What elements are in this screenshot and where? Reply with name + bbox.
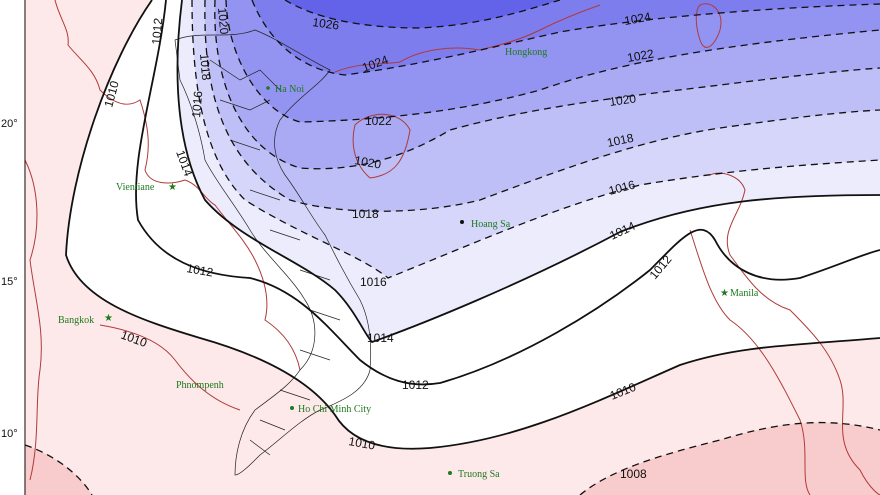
fill-1026 [285, 0, 560, 28]
label-1012: 1012 [402, 378, 429, 392]
label-1018: 1018 [606, 131, 635, 150]
isobar-1012 [135, 0, 880, 386]
city-marker [266, 86, 270, 90]
coastlines [24, 0, 880, 495]
city-hcmc: Ho Chi Minh City [298, 404, 371, 415]
axis-margin [0, 0, 24, 495]
label-1012: 1012 [185, 261, 214, 279]
label-1008: 1008 [620, 467, 647, 481]
isobar-labels: 1008 1010 1010 1010 1010 1012 1012 1012 … [101, 7, 674, 481]
label-1016: 1016 [607, 177, 637, 198]
city-marker [460, 220, 464, 224]
city-hanoi: Ha Noi [275, 84, 304, 95]
fill-below-1008-west [25, 445, 92, 495]
cities: Ha Noi Hongkong Vientiane ★ Hoang Sa ★ M… [58, 47, 759, 480]
city-hongkong: Hongkong [505, 47, 547, 58]
star-icon: ★ [168, 182, 177, 193]
label-1024: 1024 [623, 9, 652, 27]
isobar-1016 [191, 0, 880, 279]
star-icon: ★ [104, 313, 113, 324]
city-phnompenh: Phnompenh [176, 380, 224, 391]
label-1020: 1020 [608, 91, 637, 109]
isobar-1026 [284, 0, 561, 29]
city-hoangsa: Hoang Sa [471, 219, 511, 230]
isobar-lines [24, 0, 880, 495]
label-1010: 1010 [101, 79, 122, 109]
label-1010: 1010 [347, 434, 376, 452]
label-1026: 1026 [312, 15, 341, 33]
label-1018: 1018 [197, 53, 213, 81]
city-marker [290, 406, 294, 410]
label-1022: 1022 [626, 46, 655, 64]
isobar-1020 [214, 0, 880, 170]
vietnam-provinces [174, 29, 372, 476]
label-1014: 1014 [367, 331, 394, 345]
isobar-1022 [225, 0, 880, 123]
label-1022: 1022 [365, 114, 392, 128]
label-1016: 1016 [360, 275, 387, 289]
label-1012: 1012 [149, 17, 165, 45]
lat-label-20: 20° [1, 118, 18, 130]
isobar-1008 [579, 421, 880, 495]
isobar-1024 [251, 0, 880, 76]
star-icon: ★ [720, 288, 729, 299]
city-truongsa: Truong Sa [458, 469, 500, 480]
city-manila: Manila [730, 288, 759, 299]
isobar-1010 [65, 0, 880, 450]
label-1020: 1020 [215, 7, 231, 35]
label-1016: 1016 [189, 90, 205, 118]
isobar-1018 [204, 0, 880, 212]
city-marker [448, 471, 452, 475]
lat-label-15: 15° [1, 276, 18, 288]
isobar-1008-west [24, 444, 93, 495]
city-vientiane: Vientiane [116, 182, 155, 193]
label-1020: 1020 [353, 153, 382, 171]
isobar-1014 [176, 0, 880, 344]
label-1018: 1018 [352, 207, 379, 221]
lat-label-10: 10° [1, 428, 18, 440]
city-bangkok: Bangkok [58, 315, 94, 326]
